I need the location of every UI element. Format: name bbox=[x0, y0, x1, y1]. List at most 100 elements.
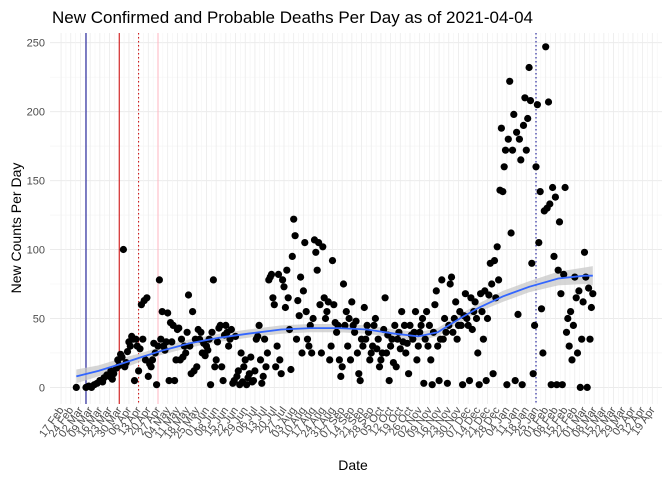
data-point bbox=[519, 121, 528, 129]
data-point bbox=[457, 321, 465, 329]
data-point bbox=[301, 239, 309, 247]
data-point bbox=[269, 294, 277, 302]
data-point bbox=[514, 310, 522, 318]
y-tick-label: 200 bbox=[27, 107, 45, 119]
data-point bbox=[344, 342, 352, 350]
data-point bbox=[171, 377, 179, 385]
data-point bbox=[375, 363, 384, 371]
data-point bbox=[211, 363, 219, 371]
data-point bbox=[243, 381, 251, 389]
data-point bbox=[573, 349, 582, 357]
data-point bbox=[532, 163, 540, 171]
data-point bbox=[147, 363, 155, 371]
data-point bbox=[193, 363, 201, 371]
data-point bbox=[263, 349, 271, 357]
data-point bbox=[472, 314, 481, 323]
data-point bbox=[414, 342, 422, 350]
y-tick-label: 50 bbox=[33, 313, 45, 325]
data-point bbox=[572, 294, 580, 302]
data-point bbox=[485, 291, 493, 299]
y-tick-label: 250 bbox=[27, 38, 45, 50]
data-point bbox=[226, 335, 234, 343]
data-point bbox=[488, 280, 496, 288]
data-point bbox=[222, 321, 230, 329]
data-point bbox=[323, 308, 331, 316]
data-point bbox=[247, 353, 255, 361]
data-point bbox=[482, 377, 490, 385]
data-point bbox=[119, 245, 127, 254]
data-point bbox=[493, 243, 501, 251]
data-point bbox=[363, 321, 371, 329]
data-point bbox=[177, 335, 186, 343]
data-point bbox=[417, 321, 425, 329]
data-point bbox=[313, 266, 321, 274]
data-point bbox=[410, 328, 418, 336]
data-point bbox=[218, 363, 226, 371]
data-point bbox=[517, 156, 525, 164]
data-point bbox=[449, 328, 457, 336]
data-point bbox=[292, 335, 301, 343]
data-point bbox=[291, 232, 299, 240]
data-point bbox=[319, 243, 327, 251]
data-point bbox=[459, 381, 467, 389]
data-point bbox=[281, 303, 289, 312]
data-point bbox=[528, 259, 536, 267]
data-point bbox=[474, 349, 482, 357]
data-point bbox=[216, 321, 224, 329]
data-point bbox=[309, 314, 317, 323]
data-point bbox=[536, 188, 544, 196]
data-point bbox=[284, 294, 292, 302]
data-point bbox=[366, 356, 374, 364]
data-point bbox=[506, 77, 514, 85]
data-point bbox=[561, 183, 569, 192]
data-point bbox=[155, 276, 163, 284]
data-point bbox=[398, 308, 406, 316]
data-point bbox=[490, 257, 499, 265]
data-point bbox=[360, 303, 368, 312]
data-point bbox=[579, 298, 587, 306]
data-point bbox=[277, 370, 285, 378]
data-point bbox=[423, 308, 431, 316]
data-point bbox=[535, 239, 543, 247]
data-point bbox=[575, 287, 583, 295]
data-point bbox=[452, 298, 460, 306]
data-point bbox=[537, 305, 546, 313]
data-point bbox=[339, 280, 348, 288]
data-point bbox=[261, 335, 269, 343]
data-point bbox=[241, 356, 249, 364]
data-point bbox=[219, 377, 227, 385]
data-point bbox=[446, 280, 454, 288]
data-point bbox=[558, 381, 566, 389]
data-point bbox=[333, 328, 341, 336]
data-point bbox=[351, 328, 359, 336]
data-point bbox=[290, 215, 298, 223]
data-point bbox=[287, 365, 295, 374]
data-point bbox=[529, 370, 537, 378]
data-point bbox=[324, 298, 332, 306]
data-point bbox=[295, 312, 303, 320]
data-point bbox=[153, 381, 161, 389]
data-point bbox=[428, 381, 436, 389]
data-point bbox=[568, 356, 576, 364]
data-point bbox=[582, 273, 590, 281]
data-point bbox=[387, 342, 395, 350]
data-point bbox=[158, 308, 166, 316]
data-point bbox=[342, 308, 350, 316]
data-point bbox=[396, 345, 404, 353]
data-point bbox=[165, 377, 173, 385]
data-point bbox=[524, 114, 532, 123]
data-point bbox=[255, 321, 263, 329]
data-point bbox=[411, 308, 420, 316]
data-point bbox=[435, 377, 443, 385]
data-point bbox=[118, 353, 126, 361]
data-point bbox=[385, 377, 393, 385]
data-point bbox=[424, 342, 432, 350]
data-point bbox=[162, 338, 170, 346]
data-point bbox=[507, 229, 515, 237]
data-point bbox=[465, 377, 474, 385]
data-point bbox=[227, 325, 235, 334]
data-point bbox=[511, 377, 519, 385]
data-point bbox=[525, 63, 533, 72]
data-point bbox=[434, 342, 442, 350]
